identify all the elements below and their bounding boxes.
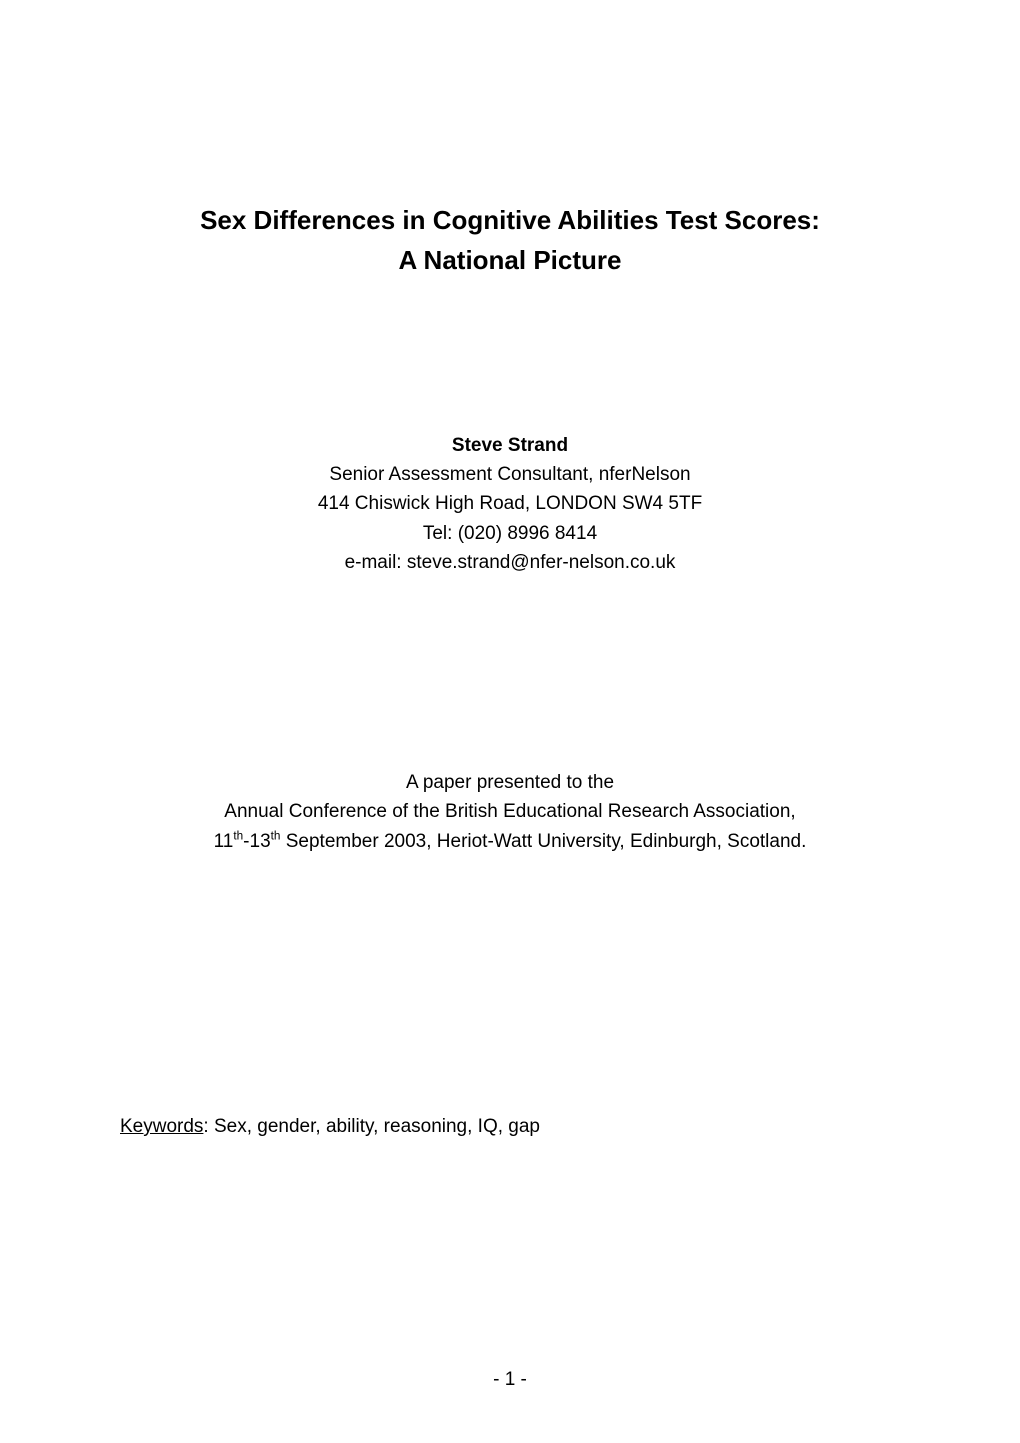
keywords-text: : Sex, gender, ability, reasoning, IQ, g… bbox=[203, 1116, 540, 1137]
page-number: - 1 - bbox=[0, 1369, 1020, 1391]
keywords-label: Keywords bbox=[120, 1116, 203, 1137]
author-affiliation: Senior Assessment Consultant, nferNelson bbox=[120, 460, 900, 489]
conference-line-2: Annual Conference of the British Educati… bbox=[120, 797, 900, 826]
author-name: Steve Strand bbox=[120, 431, 900, 460]
author-block: Steve Strand Senior Assessment Consultan… bbox=[120, 431, 900, 578]
title-block: Sex Differences in Cognitive Abilities T… bbox=[120, 200, 900, 281]
keywords-block: Keywords: Sex, gender, ability, reasonin… bbox=[120, 1116, 900, 1138]
title-line-1: Sex Differences in Cognitive Abilities T… bbox=[120, 200, 900, 240]
author-address: 414 Chiswick High Road, LONDON SW4 5TF bbox=[120, 489, 900, 518]
page: Sex Differences in Cognitive Abilities T… bbox=[0, 0, 1020, 1443]
title-line-2: A National Picture bbox=[120, 240, 900, 280]
conference-line-3: 11th-13th September 2003, Heriot-Watt Un… bbox=[120, 827, 900, 856]
author-email: e-mail: steve.strand@nfer-nelson.co.uk bbox=[120, 548, 900, 577]
author-tel: Tel: (020) 8996 8414 bbox=[120, 519, 900, 548]
conference-block: A paper presented to the Annual Conferen… bbox=[120, 768, 900, 856]
conference-line-1: A paper presented to the bbox=[120, 768, 900, 797]
